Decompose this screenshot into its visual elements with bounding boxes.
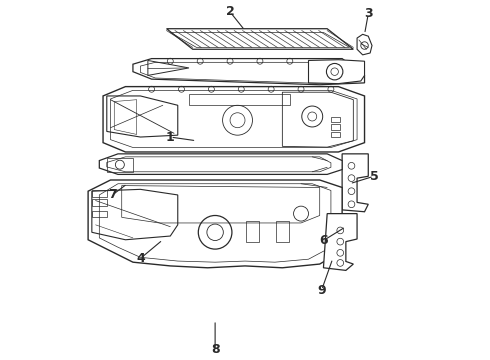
- Bar: [331, 124, 340, 130]
- Polygon shape: [309, 60, 365, 84]
- Bar: [331, 117, 340, 122]
- Polygon shape: [167, 29, 353, 49]
- Bar: [92, 199, 107, 206]
- Text: 9: 9: [317, 284, 326, 297]
- Polygon shape: [342, 154, 368, 212]
- Polygon shape: [103, 87, 365, 152]
- Bar: [92, 190, 107, 197]
- Text: 5: 5: [369, 170, 378, 183]
- Polygon shape: [323, 213, 357, 270]
- Text: 3: 3: [364, 7, 372, 20]
- Polygon shape: [133, 59, 365, 85]
- Polygon shape: [357, 34, 372, 55]
- Text: 4: 4: [136, 252, 145, 265]
- Bar: [246, 221, 259, 242]
- Text: 8: 8: [211, 343, 220, 356]
- Bar: [276, 221, 289, 242]
- Text: 6: 6: [319, 234, 328, 247]
- Bar: [331, 132, 340, 137]
- Text: 2: 2: [226, 5, 234, 18]
- Polygon shape: [88, 180, 342, 268]
- Text: 1: 1: [166, 131, 174, 144]
- Text: 7: 7: [108, 188, 117, 202]
- Bar: [92, 211, 107, 217]
- Polygon shape: [99, 154, 342, 174]
